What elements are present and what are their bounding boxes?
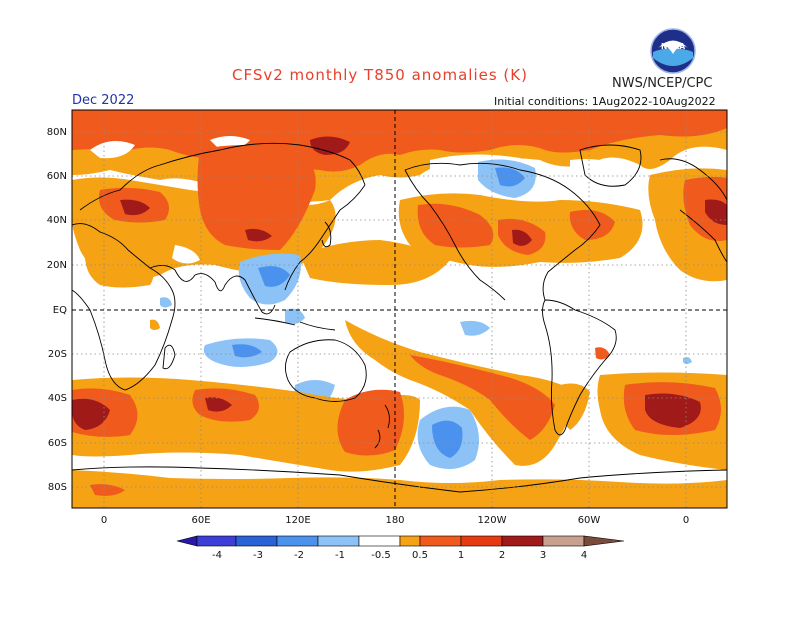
reference-lines bbox=[72, 110, 727, 508]
colorbar-label: 3 bbox=[540, 550, 546, 561]
colorbar-bin bbox=[501, 535, 544, 547]
lat-label: 80S bbox=[48, 482, 67, 493]
colorbar-label: -2 bbox=[294, 550, 304, 561]
colorbar-left-arrow bbox=[176, 535, 198, 547]
colorbar-right-arrow bbox=[583, 535, 625, 547]
lat-label: 60S bbox=[48, 438, 67, 449]
lon-label: 0 bbox=[683, 515, 689, 526]
colorbar-bin bbox=[235, 535, 278, 547]
lat-labels: 80N 60N 40N 20N EQ 20S 40S 60S 80S bbox=[47, 127, 67, 493]
colorbar-label: -0.5 bbox=[371, 550, 391, 561]
colorbar-label: -3 bbox=[253, 550, 263, 561]
colorbar: -4 -3 -2 -1 -0.5 0.5 1 2 3 4 bbox=[176, 535, 625, 561]
colorbar-bin bbox=[317, 535, 360, 547]
lon-label: 120E bbox=[285, 515, 310, 526]
colorbar-label: -4 bbox=[212, 550, 222, 561]
initial-conditions: Initial conditions: 1Aug2022-10Aug2022 bbox=[494, 95, 716, 108]
lat-label: EQ bbox=[53, 305, 67, 316]
lon-label: 0 bbox=[101, 515, 107, 526]
lat-label: 20S bbox=[48, 349, 67, 360]
plot-frame bbox=[71, 109, 728, 509]
colorbar-label: 1 bbox=[458, 550, 464, 561]
lon-label: 60W bbox=[578, 515, 601, 526]
valid-month: Dec 2022 bbox=[72, 93, 135, 108]
lat-label: 40N bbox=[47, 215, 67, 226]
lon-label: 60E bbox=[191, 515, 210, 526]
noaa-logo: NOAA bbox=[650, 28, 696, 78]
colorbar-bin bbox=[460, 535, 503, 547]
lon-label: 180 bbox=[385, 515, 404, 526]
lon-label: 120W bbox=[478, 515, 507, 526]
colorbar-bin bbox=[542, 535, 585, 547]
coastlines bbox=[72, 142, 727, 493]
colorbar-bin bbox=[419, 535, 462, 547]
colorbar-label: 2 bbox=[499, 550, 505, 561]
colorbar-bin bbox=[276, 535, 319, 547]
colorbar-label: -1 bbox=[335, 550, 345, 561]
colorbar-label: 4 bbox=[581, 550, 587, 561]
anomaly-field bbox=[72, 110, 727, 508]
colorbar-bin bbox=[399, 535, 421, 547]
lat-label: 60N bbox=[47, 171, 67, 182]
noaa-logo-text: NOAA bbox=[661, 42, 685, 51]
colorbar-bin bbox=[196, 535, 237, 547]
colorbar-label: 0.5 bbox=[412, 550, 428, 561]
lat-label: 80N bbox=[47, 127, 67, 138]
lat-label: 40S bbox=[48, 393, 67, 404]
map-title: CFSv2 monthly T850 anomalies (K) bbox=[232, 66, 528, 84]
graticule bbox=[72, 110, 727, 508]
lat-label: 20N bbox=[47, 260, 67, 271]
agency-label: NWS/NCEP/CPC bbox=[612, 76, 713, 91]
colorbar-bin bbox=[358, 535, 401, 547]
lon-labels: 0 60E 120E 180 120W 60W 0 bbox=[101, 515, 689, 526]
